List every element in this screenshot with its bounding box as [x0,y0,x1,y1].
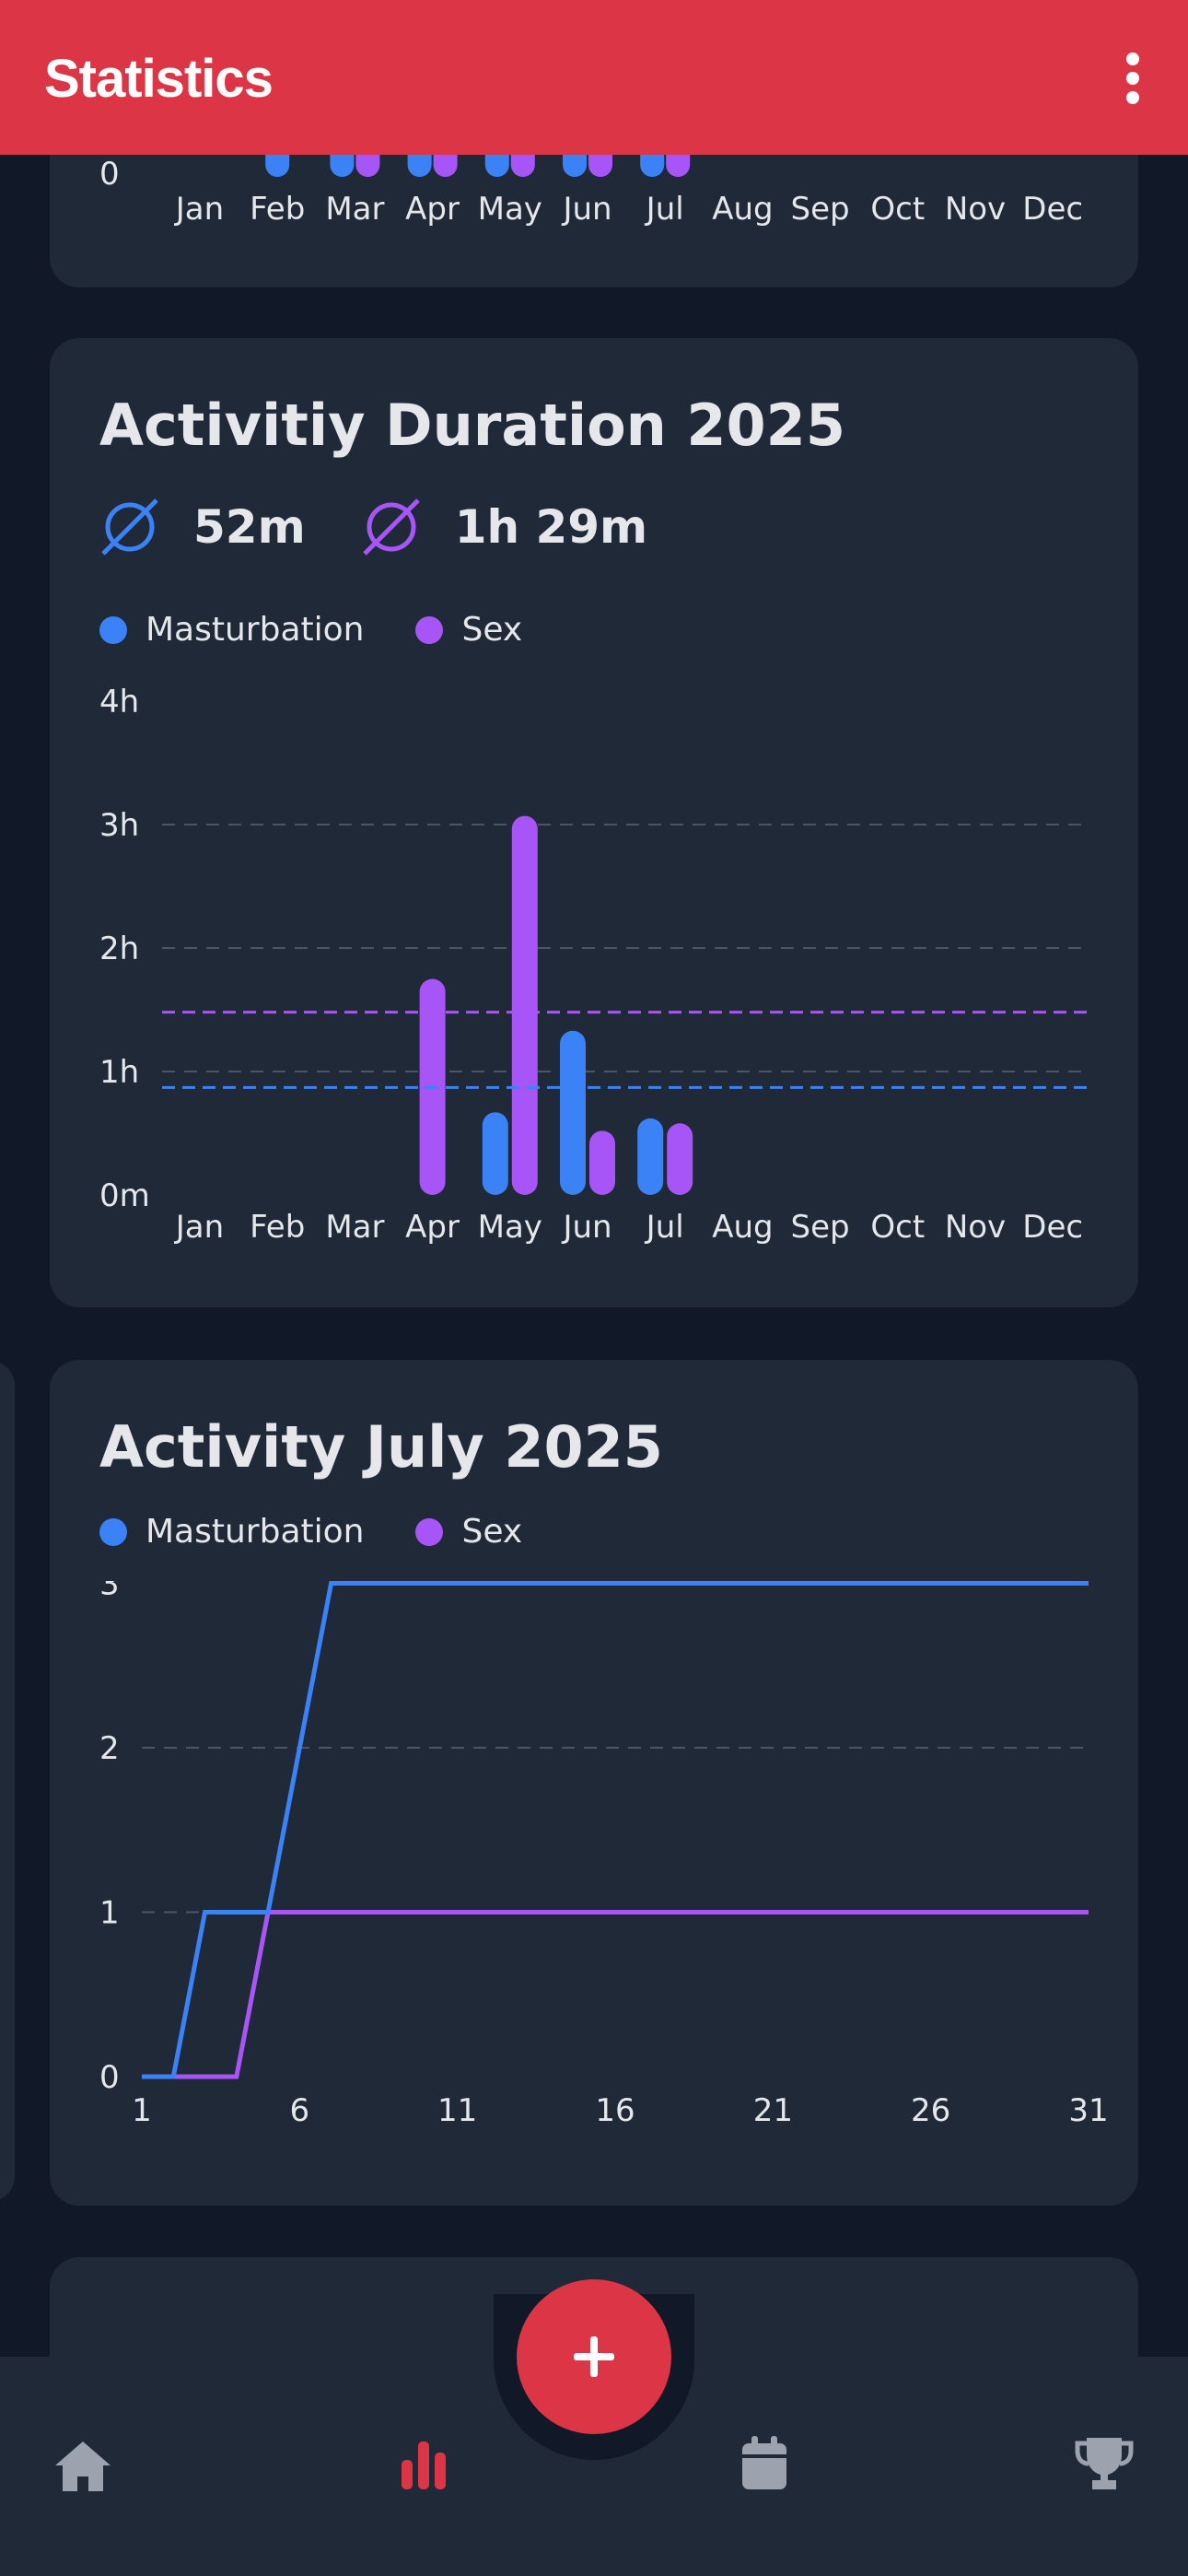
legend-label: Sex [461,611,523,649]
legend-label: Masturbation [146,611,365,649]
x-tick-label: Jan [174,1209,224,1246]
duration-title: Activitiy Duration 2025 [99,392,845,459]
line-sex [142,1910,1089,2079]
x-tick-label: Jun [561,1209,611,1246]
y-tick-label: 0 [99,156,120,193]
calendar-icon[interactable] [740,2434,788,2491]
legend-dot [99,1517,127,1546]
y-tick-label: 2 [99,1730,120,1767]
avg-masturbation-value: 52m [193,500,306,554]
stats-icon[interactable] [400,2440,448,2489]
averages-row: 52m 1h 29m [99,497,703,557]
avg-sex: 1h 29m [361,497,647,557]
bar-masturbation [560,1030,586,1195]
y-tick-label: 0 [99,2059,120,2096]
x-tick-label: Aug [712,191,773,228]
x-tick-label: Mar [325,191,384,228]
avg-sex-value: 1h 29m [454,500,648,554]
x-tick-label: Feb [250,1209,305,1246]
duration-chart: 0m 1h 2h 3h 4h Jan Feb Mar Apr May Jun Jul Aug Sep Oct… [99,684,1089,1246]
x-tick-label: Dec [1022,1209,1083,1246]
x-tick-label: Jul [645,1209,684,1246]
x-tick-label: 21 [753,2092,793,2129]
x-tick-label: Oct [870,1209,925,1246]
duration-legend: Masturbation Sex [99,611,574,649]
x-tick-label: Jan [174,191,224,228]
x-tick-label: May [478,191,542,228]
average-icon [362,498,420,556]
x-tick-label: May [478,1209,542,1246]
bar-sex [511,815,538,1195]
x-tick-label: Nov [945,1209,1006,1246]
plus-icon [574,2336,614,2377]
average-icon [101,498,158,556]
x-tick-label: Apr [405,191,460,228]
x-tick-label: Feb [250,191,305,228]
legend-dot [99,615,127,644]
y-tick-label: 1 [99,1895,120,1932]
x-tick-label: 11 [437,2092,477,2129]
y-tick-label: 4h [99,684,139,720]
x-tick-label: Mar [325,1209,384,1246]
legend-dot [415,615,444,644]
trophy-icon[interactable] [1074,2436,1135,2493]
legend-sex[interactable]: Sex [415,611,522,649]
x-tick-label: Jun [561,191,611,228]
x-tick-label: Jul [645,191,684,228]
x-tick-label: Dec [1022,191,1083,228]
x-tick-label: 1 [132,2092,152,2129]
x-tick-label: Sep [791,1209,850,1246]
activity-title: Activity July 2025 [99,1413,663,1481]
line-masturbation [142,1581,1089,2079]
x-tick-label: Sep [791,191,850,228]
avg-masturbation: 52m [99,497,306,557]
x-tick-label: 16 [595,2092,635,2129]
bar-masturbation [637,1118,664,1195]
x-tick-label: Aug [712,1209,773,1246]
y-tick-label: 3h [99,807,139,844]
more-options-icon[interactable] [1114,46,1151,111]
y-tick-label: 2h [99,931,139,967]
legend-masturbation[interactable]: Masturbation [99,611,364,649]
x-tick-label: Apr [405,1209,460,1246]
x-tick-label: 31 [1068,2092,1108,2129]
y-tick-label: 1h [99,1054,139,1091]
x-tick-label: 26 [911,2092,950,2129]
bar-sex [589,1130,615,1195]
home-icon[interactable] [53,2440,112,2493]
legend-sex[interactable]: Sex [415,1513,522,1551]
app-bar: Statistics [0,0,1188,155]
x-tick-label: 6 [290,2092,310,2129]
page-title: Statistics [44,49,274,109]
activity-legend: Masturbation Sex [99,1513,574,1551]
legend-label: Sex [461,1513,523,1551]
add-button[interactable] [517,2279,671,2434]
x-tick-label: Oct [870,191,925,228]
bar-masturbation [482,1112,508,1195]
duration-card: Activitiy Duration 2025 52m 1h 29m Mastu… [50,338,1138,1307]
y-tick-label: 0m [99,1177,150,1214]
legend-masturbation[interactable]: Masturbation [99,1513,364,1551]
previous-card-edge [0,1360,15,2202]
legend-label: Masturbation [146,1513,365,1551]
y-tick-label: 3 [99,1581,120,1603]
x-tick-label: Nov [945,191,1006,228]
bar-sex [667,1123,693,1195]
legend-dot [415,1517,444,1546]
